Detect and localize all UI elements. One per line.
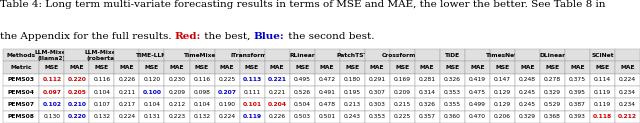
Text: Table 4: Long term multi-variate forecasting results in terms of MSE and MAE, th: Table 4: Long term multi-variate forecas… bbox=[0, 0, 605, 9]
Text: the Appendix for the full results.: the Appendix for the full results. bbox=[0, 32, 175, 41]
Text: the best,: the best, bbox=[201, 32, 254, 41]
Text: Red:: Red: bbox=[175, 32, 201, 41]
Text: Blue:: Blue: bbox=[254, 32, 285, 41]
Text: the second best.: the second best. bbox=[285, 32, 374, 41]
